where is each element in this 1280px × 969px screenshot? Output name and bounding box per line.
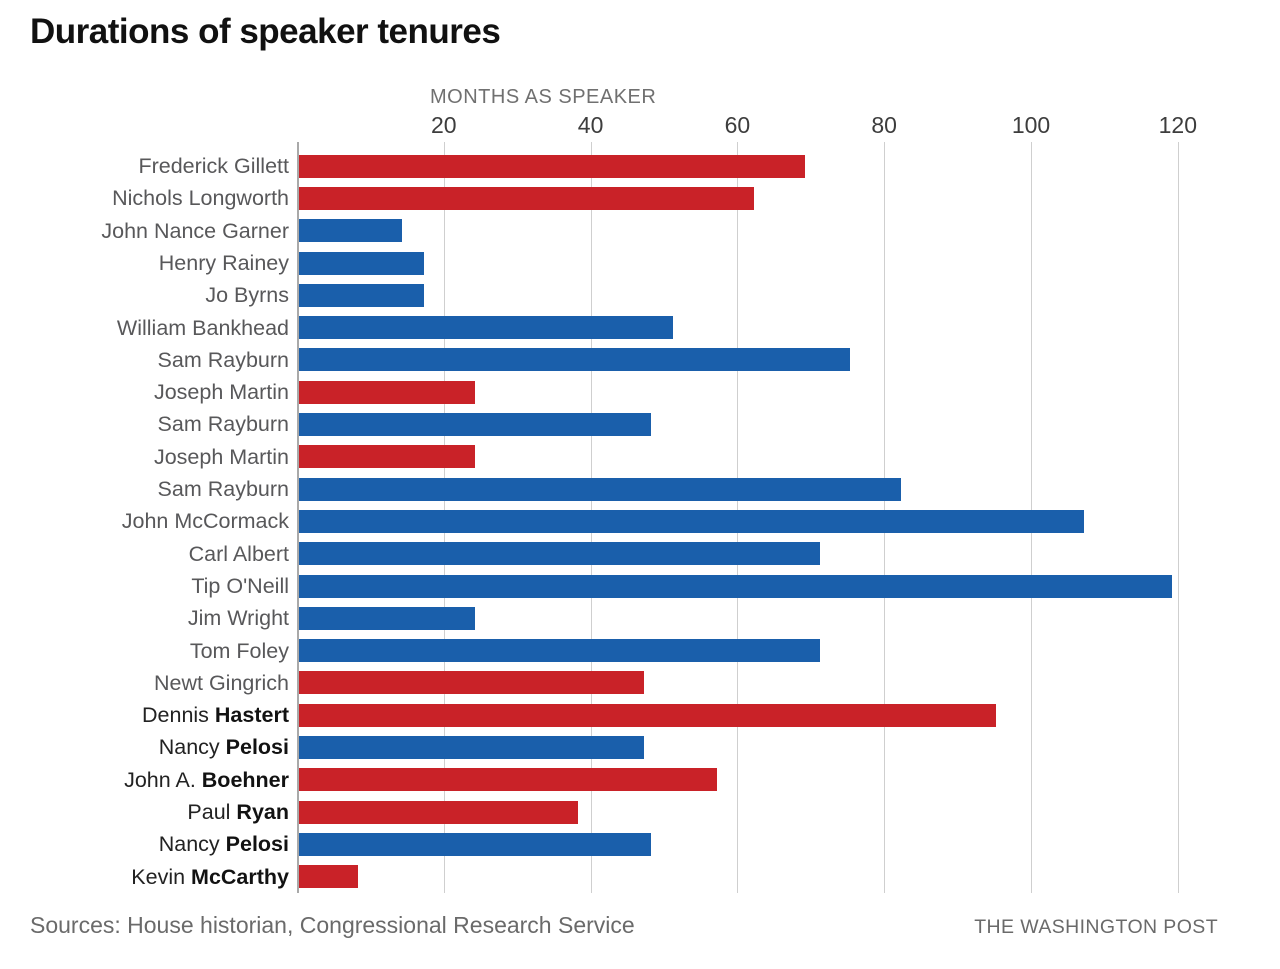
x-axis-title: MONTHS AS SPEAKER	[430, 86, 657, 108]
speaker-first-name: Nancy	[158, 735, 226, 760]
row-label: Frederick Gillett	[0, 150, 289, 182]
speaker-first-name: Jo Byrns	[205, 283, 289, 308]
speaker-first-name: Sam Rayburn	[157, 477, 289, 501]
row-label: Tom Foley	[0, 635, 289, 667]
grid-line	[1177, 142, 1179, 893]
x-tick-label: 100	[1011, 112, 1051, 138]
tenure-bar	[299, 348, 850, 372]
x-tick-label: 120	[1158, 112, 1197, 138]
x-tick-label: 20	[431, 112, 457, 138]
row-label: Newt Gingrich	[0, 667, 289, 699]
speaker-first-name: Henry Rainey	[158, 250, 289, 275]
tenure-bar	[299, 671, 644, 695]
row-label: Jo Byrns	[0, 279, 289, 311]
sources-note: Sources: House historian, Congressional …	[30, 912, 635, 938]
row-label: Nichols Longworth	[0, 182, 289, 214]
tenure-bar	[299, 509, 1085, 533]
row-label: Tip O'Neill	[0, 570, 289, 602]
speaker-first-name: Nichols Longworth	[112, 186, 289, 211]
tenure-bar	[299, 251, 424, 275]
tenure-bar	[299, 736, 644, 759]
row-label: John A. Boehner	[0, 764, 289, 796]
speaker-first-name: Sam Rayburn	[157, 412, 289, 437]
tenure-bar	[299, 542, 821, 566]
row-label: Carl Albert	[0, 538, 289, 570]
speaker-first-name: Paul	[187, 800, 237, 824]
speaker-first-name: Joseph Martin	[153, 444, 289, 469]
speaker-first-name: John Nance Garner	[101, 218, 289, 243]
tenure-bar	[299, 800, 578, 824]
row-label: John Nance Garner	[0, 215, 289, 247]
row-label: William Bankhead	[0, 312, 289, 344]
speaker-first-name: Newt Gingrich	[153, 670, 289, 695]
tenure-bar	[299, 445, 476, 469]
x-tick-label: 40	[577, 112, 604, 138]
row-label: John McCormack	[0, 505, 289, 537]
row-label: Jim Wright	[0, 602, 289, 634]
row-label: Joseph Martin	[0, 376, 289, 408]
tenure-bar	[299, 832, 652, 856]
tenure-bar	[299, 413, 652, 436]
speaker-first-name: Kevin	[131, 864, 192, 889]
tenure-bar	[299, 316, 674, 340]
speaker-surname: McCarthy	[191, 864, 289, 889]
tenure-bar	[299, 380, 476, 404]
row-label: Kevin McCarthy	[0, 861, 289, 893]
speaker-surname: Ryan	[236, 800, 289, 824]
tenure-bar	[299, 283, 424, 307]
row-label: Sam Rayburn	[0, 344, 289, 376]
tenure-bar	[299, 606, 476, 630]
speaker-first-name: Frederick Gillett	[138, 154, 289, 178]
chart-title: Durations of speaker tenures	[30, 12, 501, 51]
speaker-first-name: John McCormack	[121, 509, 289, 534]
plot-area	[297, 142, 1280, 893]
speaker-first-name: Tom Foley	[189, 638, 289, 663]
tenure-bar	[299, 639, 821, 663]
tenure-bar	[299, 186, 755, 210]
row-label: Henry Rainey	[0, 247, 289, 279]
tenure-bar	[299, 154, 806, 178]
speaker-first-name: Joseph Martin	[153, 380, 289, 405]
speaker-first-name: Nancy	[158, 832, 226, 857]
y-axis-line	[297, 142, 299, 893]
tenure-bar	[299, 865, 358, 889]
tenure-bar	[299, 219, 402, 243]
row-label: Sam Rayburn	[0, 408, 289, 440]
row-label: Nancy Pelosi	[0, 731, 289, 763]
speaker-surname: Pelosi	[225, 832, 289, 857]
tenure-bar	[299, 768, 718, 792]
row-label: Nancy Pelosi	[0, 828, 289, 860]
speaker-first-name: Dennis	[142, 703, 215, 728]
speaker-surname: Pelosi	[225, 735, 289, 760]
speaker-surname: Hastert	[214, 703, 289, 728]
tenure-bar	[299, 477, 901, 501]
publisher-brand: THE WASHINGTON POST	[974, 916, 1218, 938]
x-tick-label: 80	[871, 112, 897, 138]
speaker-first-name: Carl Albert	[188, 541, 289, 566]
speaker-surname: Boehner	[201, 767, 289, 792]
y-axis-category-labels: Frederick Gillett Nichols Longworth John N…	[0, 150, 289, 893]
speaker-first-name: John A.	[124, 767, 202, 792]
speaker-first-name: William Bankhead	[116, 315, 289, 340]
row-label: Paul Ryan	[0, 796, 289, 828]
tenure-bar	[299, 574, 1173, 598]
row-label: Joseph Martin	[0, 441, 289, 473]
speaker-first-name: Jim Wright	[187, 606, 289, 631]
speaker-first-name: Tip O'Neill	[191, 573, 289, 598]
row-label: Dennis Hastert	[0, 699, 289, 731]
row-label: Sam Rayburn	[0, 473, 289, 505]
x-tick-label: 60	[724, 112, 751, 138]
tenure-bar	[299, 703, 997, 727]
speaker-first-name: Sam Rayburn	[157, 347, 289, 372]
